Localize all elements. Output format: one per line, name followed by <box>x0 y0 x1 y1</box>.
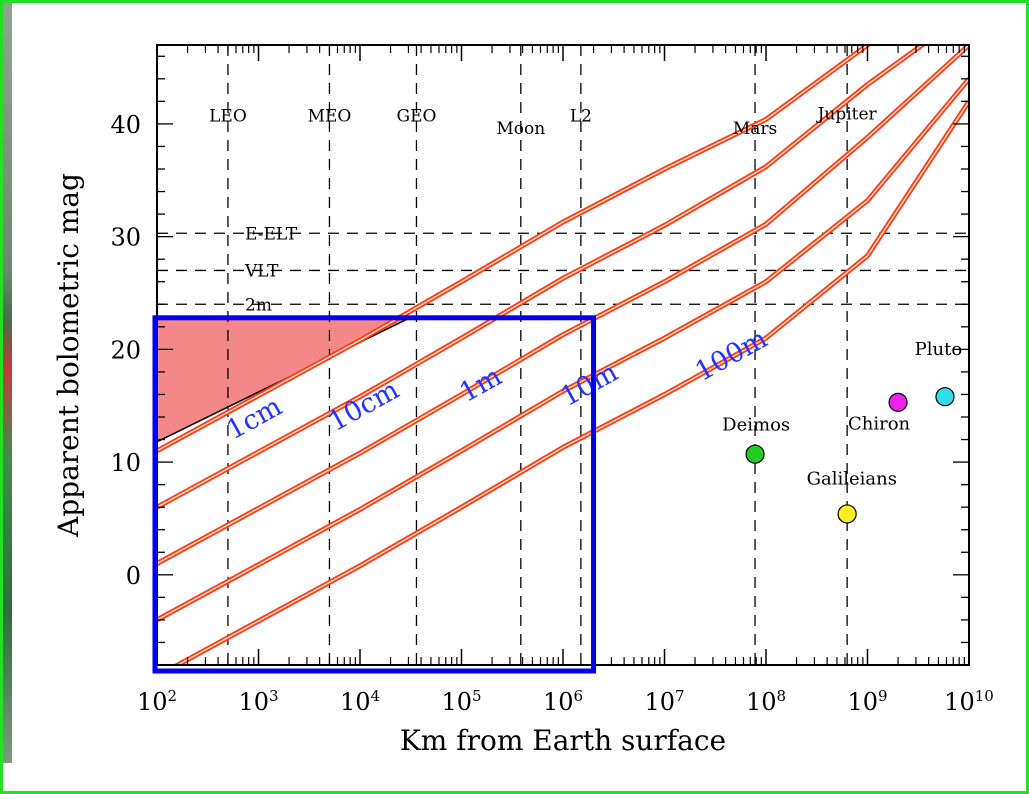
highlight-box-layer <box>152 315 597 674</box>
x-tick-label: 104 <box>340 687 380 716</box>
tick-labels: 102 103 104 105 106 107 108 109 1010 0 10 20 30 40 <box>110 111 993 716</box>
axis-ticks <box>156 45 970 666</box>
series-curve-core <box>157 78 969 621</box>
body-label: Chiron <box>848 413 911 434</box>
series-curve-core <box>176 101 969 665</box>
series-curve-core <box>157 45 969 565</box>
series-curve-core <box>157 45 869 452</box>
orbit-marker-label: GEO <box>396 107 436 127</box>
telescope-limit-label: E-ELT <box>245 224 298 244</box>
x-axis-title: Km from Earth surface <box>400 724 726 757</box>
y-tick-label: 10 <box>110 449 141 477</box>
x-tick-label: 1010 <box>944 687 994 716</box>
x-tick-label: 108 <box>746 687 786 716</box>
x-tick-label: 102 <box>137 687 177 716</box>
body-point <box>745 444 765 464</box>
y-tick-label: 0 <box>126 562 141 590</box>
telescope-limit-label: VLT <box>244 261 279 281</box>
background-image-strip <box>3 3 12 763</box>
orbit-marker-label: Jupiter <box>816 104 878 124</box>
y-axis-title: Apparent bolometric mag <box>52 173 85 538</box>
x-tick-label: 103 <box>238 687 278 716</box>
series-curve-core <box>157 45 924 508</box>
orbit-marker-label: LEO <box>209 107 247 127</box>
series-label: 1m <box>455 361 507 409</box>
body-point <box>837 504 857 524</box>
x-tick-label: 109 <box>847 687 887 716</box>
orbit-marker-label: L2 <box>570 107 592 127</box>
series-label: 10cm <box>324 374 405 438</box>
telescope-limit-lines <box>157 232 969 305</box>
y-tick-label: 40 <box>110 111 141 139</box>
x-tick-label: 106 <box>543 687 583 716</box>
y-tick-label: 20 <box>110 336 141 364</box>
highlight-box <box>152 315 597 674</box>
body-point <box>888 392 908 412</box>
body-label: Deimos <box>722 415 790 436</box>
x-tick-label: 105 <box>441 687 481 716</box>
x-tick-label: 107 <box>644 687 684 716</box>
body-label: Galileians <box>807 469 897 490</box>
orbit-marker-label: Mars <box>733 119 777 139</box>
body-point <box>935 387 955 407</box>
series-label: 100m <box>690 323 772 388</box>
series-curves <box>157 45 969 665</box>
telescope-limit-label: 2m <box>245 295 272 315</box>
y-tick-label: 30 <box>110 224 141 252</box>
body-label: Pluto <box>915 339 963 360</box>
solar-system-bodies: Deimos Galileians Chiron Pluto <box>722 339 963 524</box>
orbit-marker-label: Moon <box>496 119 545 139</box>
annotations: E-ELT VLT 2m LEO MEO GEO Moon L2 Mars Jupiter <box>209 104 877 315</box>
orbit-marker-label: MEO <box>308 107 352 127</box>
